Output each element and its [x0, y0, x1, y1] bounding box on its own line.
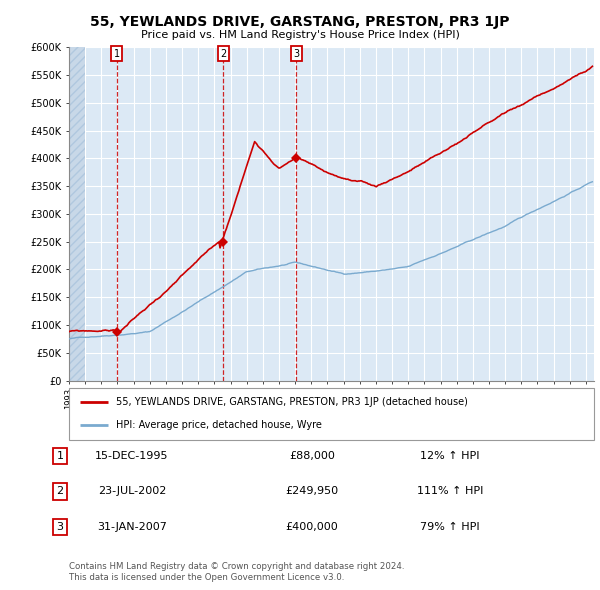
- Text: 15-DEC-1995: 15-DEC-1995: [95, 451, 169, 461]
- Text: 2: 2: [220, 49, 227, 59]
- Text: 55, YEWLANDS DRIVE, GARSTANG, PRESTON, PR3 1JP (detached house): 55, YEWLANDS DRIVE, GARSTANG, PRESTON, P…: [116, 397, 468, 407]
- Text: Contains HM Land Registry data © Crown copyright and database right 2024.: Contains HM Land Registry data © Crown c…: [69, 562, 404, 571]
- Text: 3: 3: [293, 49, 299, 59]
- Text: 1: 1: [56, 451, 64, 461]
- Text: 23-JUL-2002: 23-JUL-2002: [98, 487, 166, 496]
- Text: 79% ↑ HPI: 79% ↑ HPI: [420, 522, 480, 532]
- Text: 111% ↑ HPI: 111% ↑ HPI: [417, 487, 483, 496]
- FancyBboxPatch shape: [69, 388, 594, 440]
- Text: 1: 1: [114, 49, 120, 59]
- Text: 3: 3: [56, 522, 64, 532]
- Text: £400,000: £400,000: [286, 522, 338, 532]
- Text: Price paid vs. HM Land Registry's House Price Index (HPI): Price paid vs. HM Land Registry's House …: [140, 30, 460, 40]
- Text: £249,950: £249,950: [286, 487, 338, 496]
- Text: 31-JAN-2007: 31-JAN-2007: [97, 522, 167, 532]
- Text: This data is licensed under the Open Government Licence v3.0.: This data is licensed under the Open Gov…: [69, 573, 344, 582]
- Text: 12% ↑ HPI: 12% ↑ HPI: [420, 451, 480, 461]
- Bar: [69, 47, 85, 381]
- Text: £88,000: £88,000: [289, 451, 335, 461]
- Text: 2: 2: [56, 487, 64, 496]
- Text: 55, YEWLANDS DRIVE, GARSTANG, PRESTON, PR3 1JP: 55, YEWLANDS DRIVE, GARSTANG, PRESTON, P…: [90, 15, 510, 29]
- Text: HPI: Average price, detached house, Wyre: HPI: Average price, detached house, Wyre: [116, 420, 322, 430]
